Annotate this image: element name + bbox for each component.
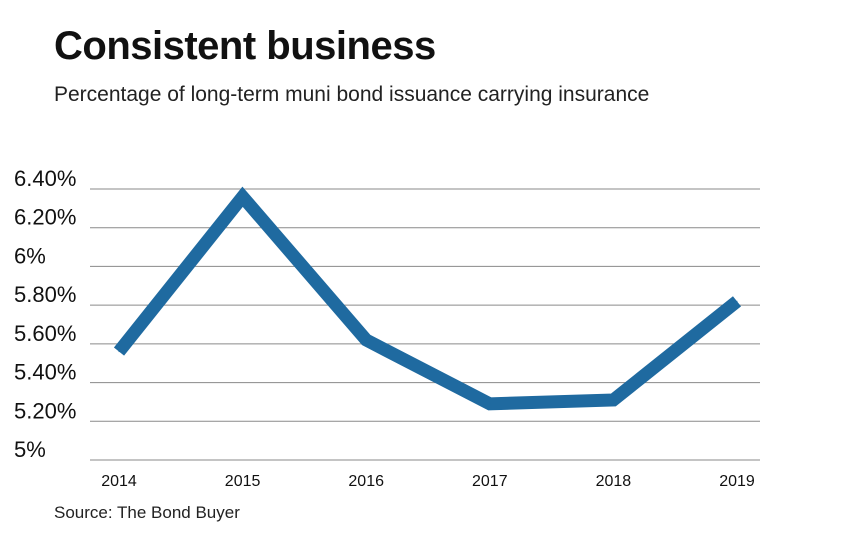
data-point xyxy=(118,351,120,353)
chart-source: Source: The Bond Buyer xyxy=(54,503,240,522)
chart-subtitle: Percentage of long-term muni bond issuan… xyxy=(54,83,650,106)
y-tick-label: 5.60% xyxy=(14,321,76,346)
x-tick-label: 2017 xyxy=(472,473,508,490)
x-tick-label: 2016 xyxy=(348,473,384,490)
data-point xyxy=(489,403,491,405)
x-tick-label: 2014 xyxy=(101,473,137,490)
series-line xyxy=(113,186,742,411)
data-point xyxy=(365,339,367,341)
x-tick-label: 2018 xyxy=(596,473,632,490)
x-tick-label: 2015 xyxy=(225,473,261,490)
data-point xyxy=(736,300,738,302)
gridlines xyxy=(90,188,760,461)
data-point xyxy=(612,399,614,401)
y-tick-label: 5% xyxy=(14,437,46,462)
y-tick-label: 6.40% xyxy=(14,166,76,191)
series-group xyxy=(113,186,742,411)
x-axis-tick-labels: 2014 2015 2016 2017 2018 2019 xyxy=(101,473,755,490)
y-tick-label: 5.20% xyxy=(14,398,76,423)
y-tick-label: 5.40% xyxy=(14,360,76,385)
y-tick-label: 6% xyxy=(14,243,46,268)
x-tick-label: 2019 xyxy=(719,473,755,490)
y-tick-label: 5.80% xyxy=(14,282,76,307)
y-axis-tick-labels: 6.40% 6.20% 6% 5.80% 5.60% 5.40% 5.20% 5% xyxy=(14,166,76,462)
data-point xyxy=(242,196,244,198)
chart-title: Consistent business xyxy=(54,24,436,68)
y-tick-label: 6.20% xyxy=(14,205,76,230)
